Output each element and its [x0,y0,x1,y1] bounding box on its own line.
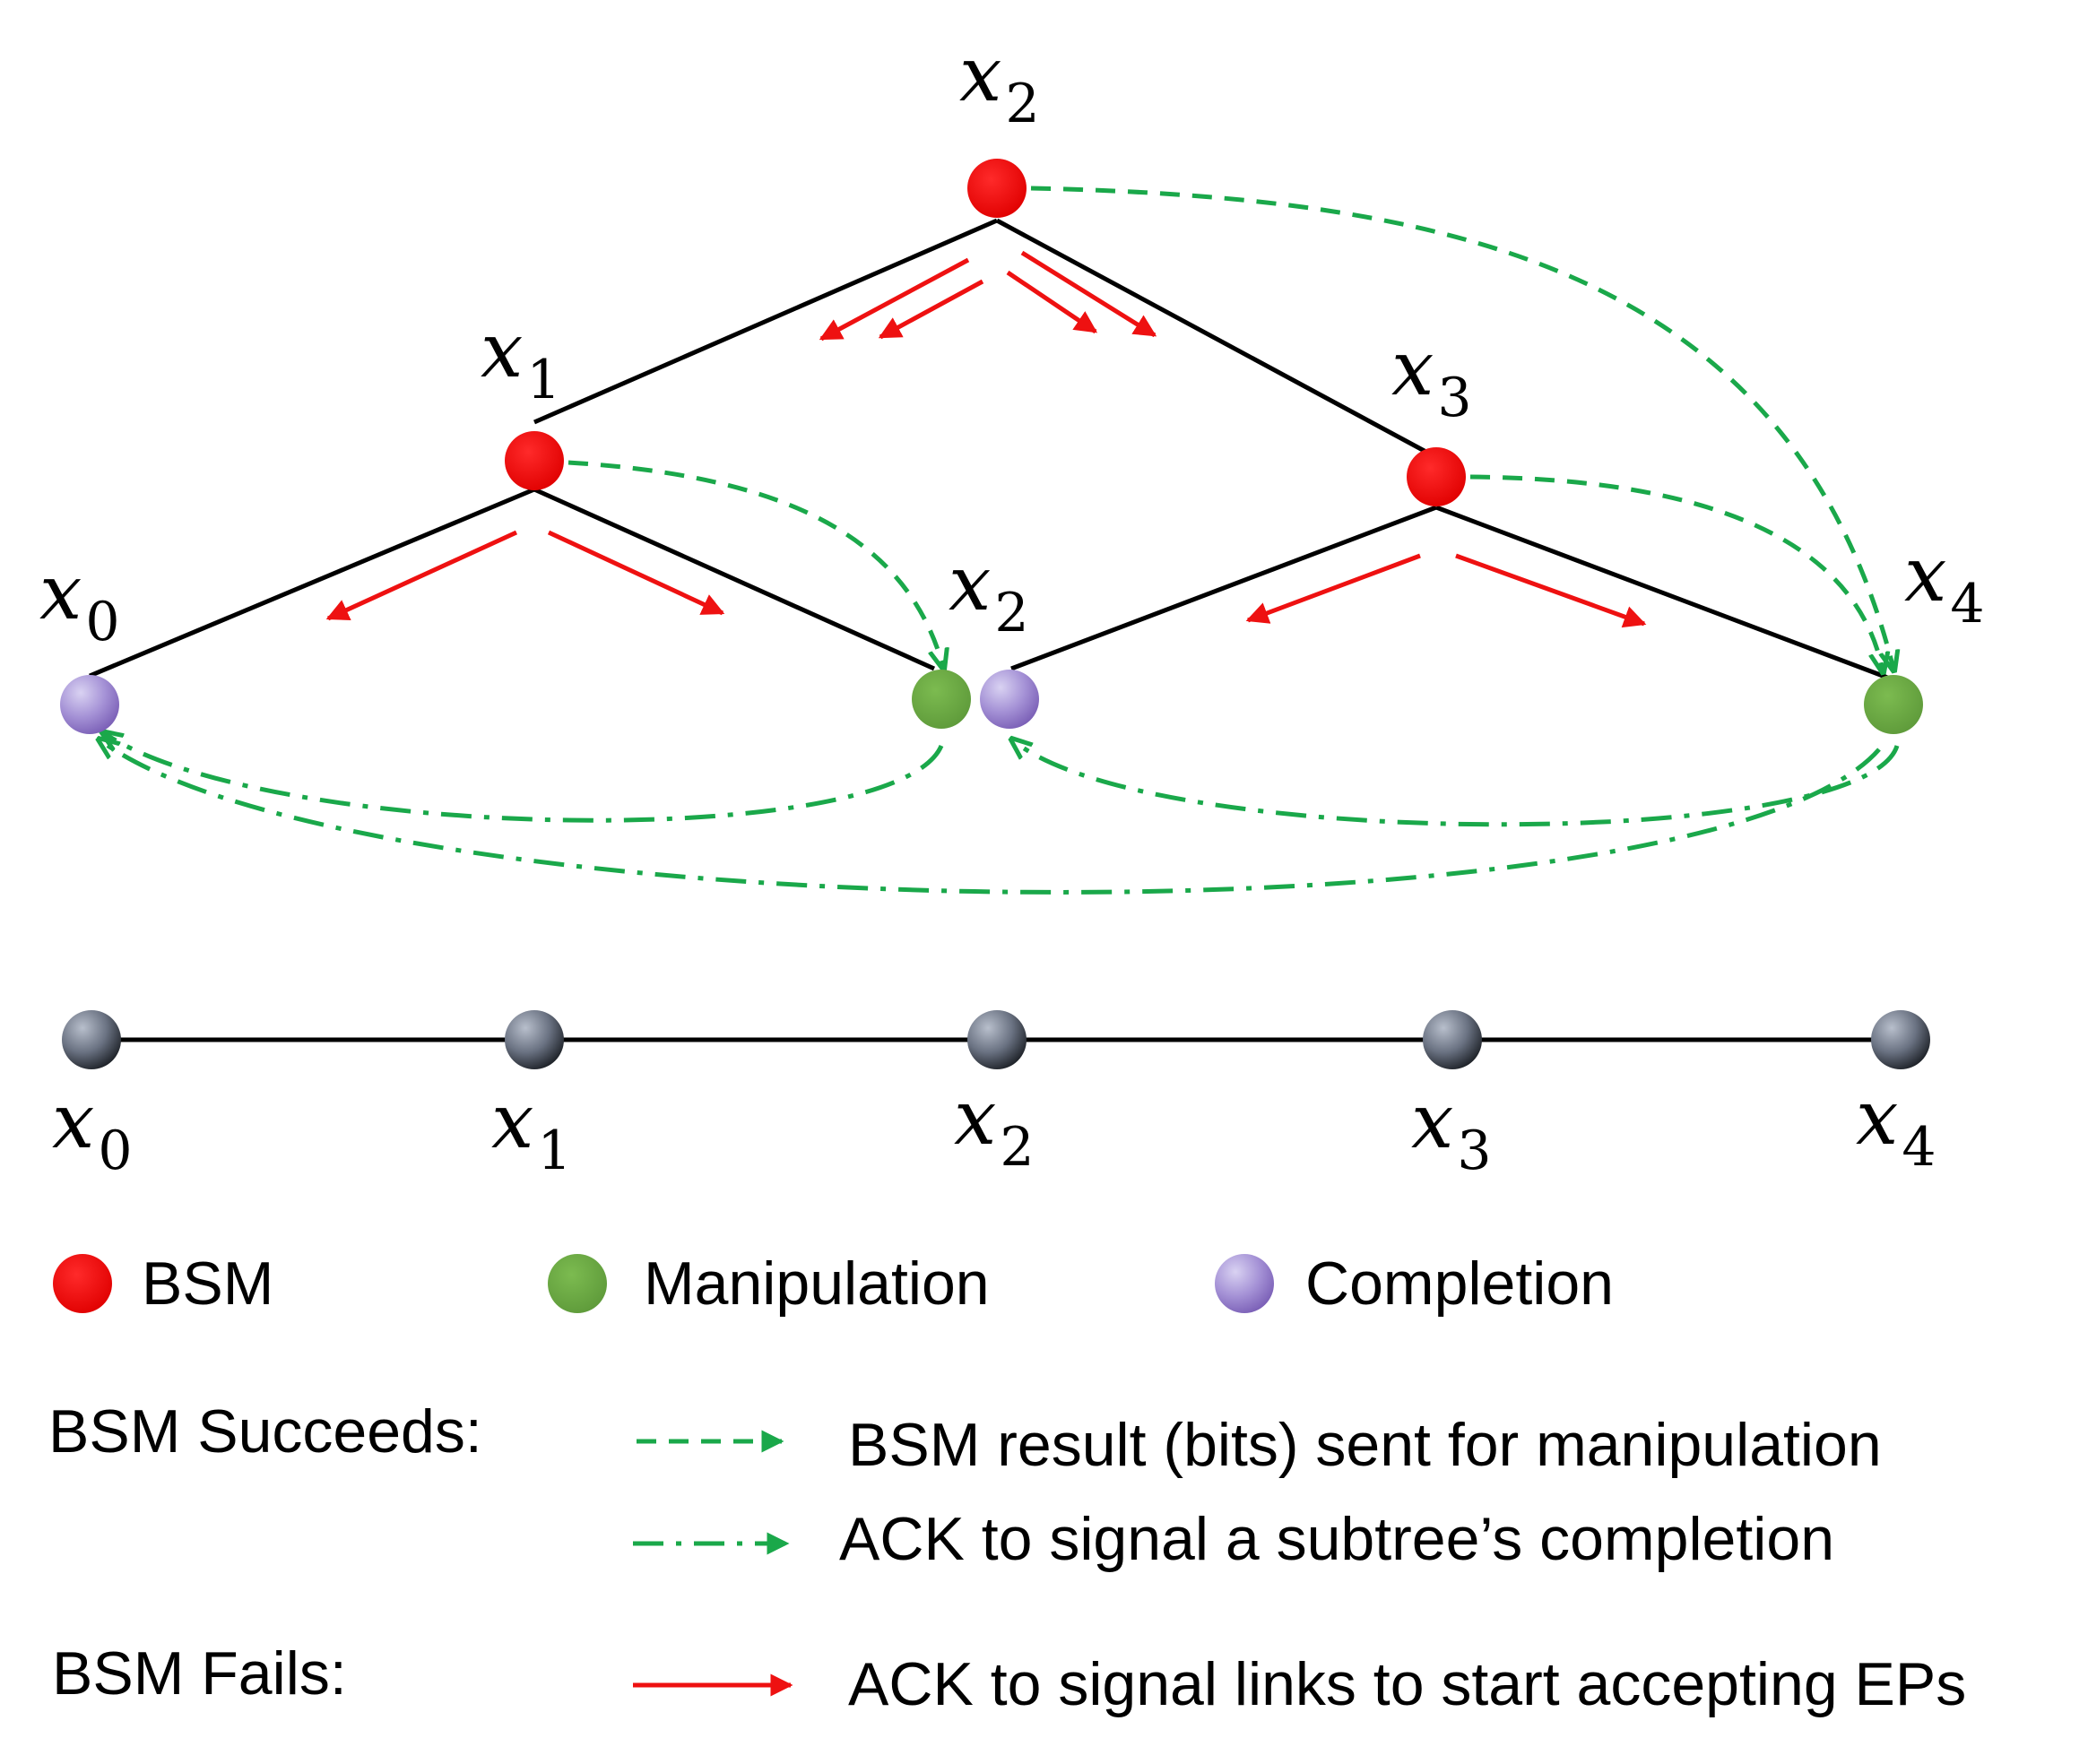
red-arrow [1020,250,1157,338]
linear-chain: x0 x1 x2 x3 x4 [52,1010,1936,1182]
chain-node-x1 [505,1010,564,1069]
edge-root-right [995,218,1434,458]
legend-manipulation-swatch [548,1254,607,1313]
red-arrow [1006,270,1098,334]
red-arrow [819,257,970,342]
completion-node-x0 [60,675,119,734]
chain-node-x3 [1423,1010,1482,1069]
legend-manipulation-label: Manipulation [644,1250,990,1318]
chain-label-x0: x0 [52,1077,133,1182]
completion-node-x2 [980,670,1039,729]
dashed-arrow-x1-to-x2 [567,460,943,667]
red-arrow [1245,553,1421,624]
red-arrow [325,530,518,621]
legend-fails-heading: BSM Fails: [52,1639,347,1708]
legend-red-desc: ACK to signal links to start accepting E… [848,1650,1966,1718]
chain-node-x0 [62,1010,121,1069]
tree-labels: x2 x1 x3 x0 x2 x4 [39,30,1985,653]
label-x0: x0 [39,549,120,653]
red-arrow [1455,553,1647,628]
tree-edges [89,218,1898,684]
green-dashed-arrows [567,186,1893,670]
edge-left-leaf0 [89,487,535,679]
chain-label-x1: x1 [491,1077,572,1182]
green-dashdot-arrows [100,733,1900,895]
chain-label-x4: x4 [1856,1074,1936,1179]
manipulation-node-x4 [1864,675,1923,734]
legend-succeeds-heading: BSM Succeeds: [48,1397,482,1466]
legend-completion-label: Completion [1305,1250,1614,1318]
chain-node-x4 [1871,1010,1930,1069]
legend-node-types: BSM Manipulation Completion [53,1250,1614,1318]
edge-left-leaf2 [533,487,936,671]
legend-bsm-label: BSM [142,1250,273,1318]
dashed-arrow-root-to-x4 [1030,186,1893,669]
red-arrow [878,279,984,340]
red-arrow [547,530,725,616]
edge-right-leaf4 [1435,505,1898,684]
legend-arrow-types: BSM Succeeds: BSM result (bits) sent for… [48,1397,1966,1718]
legend-bsm-swatch [53,1254,112,1313]
label-x3: x3 [1391,324,1472,429]
dashdot-arrow-x4-to-x0 [100,740,1881,895]
chain-label-x2: x2 [954,1074,1035,1179]
label-root: x2 [959,30,1040,135]
label-x2-leaf: x2 [949,540,1029,644]
legend-completion-swatch [1215,1254,1274,1313]
chain-label-x3: x3 [1411,1077,1492,1182]
label-x4: x4 [1904,531,1985,636]
dashdot-arrow-x4-to-x2 [1013,740,1900,827]
edge-root-left [533,218,998,425]
chain-node-x2 [967,1010,1027,1069]
manipulation-node-x2 [912,670,971,729]
legend-dashdot-desc: ACK to signal a subtree’s completion [839,1505,1834,1573]
bsm-node-x3 [1407,447,1466,506]
red-failure-arrows [325,250,1647,628]
label-x1: x1 [481,307,561,411]
legend-dashed-desc: BSM result (bits) sent for manipulation [848,1411,1882,1479]
dashdot-arrow-x2-to-x0 [104,733,944,823]
tree-nodes [60,159,1923,734]
edge-right-leaf2 [1010,505,1437,671]
bsm-node-root [967,159,1027,218]
dashed-arrow-x3-to-x4 [1469,474,1883,670]
bsm-node-x1 [505,431,564,490]
